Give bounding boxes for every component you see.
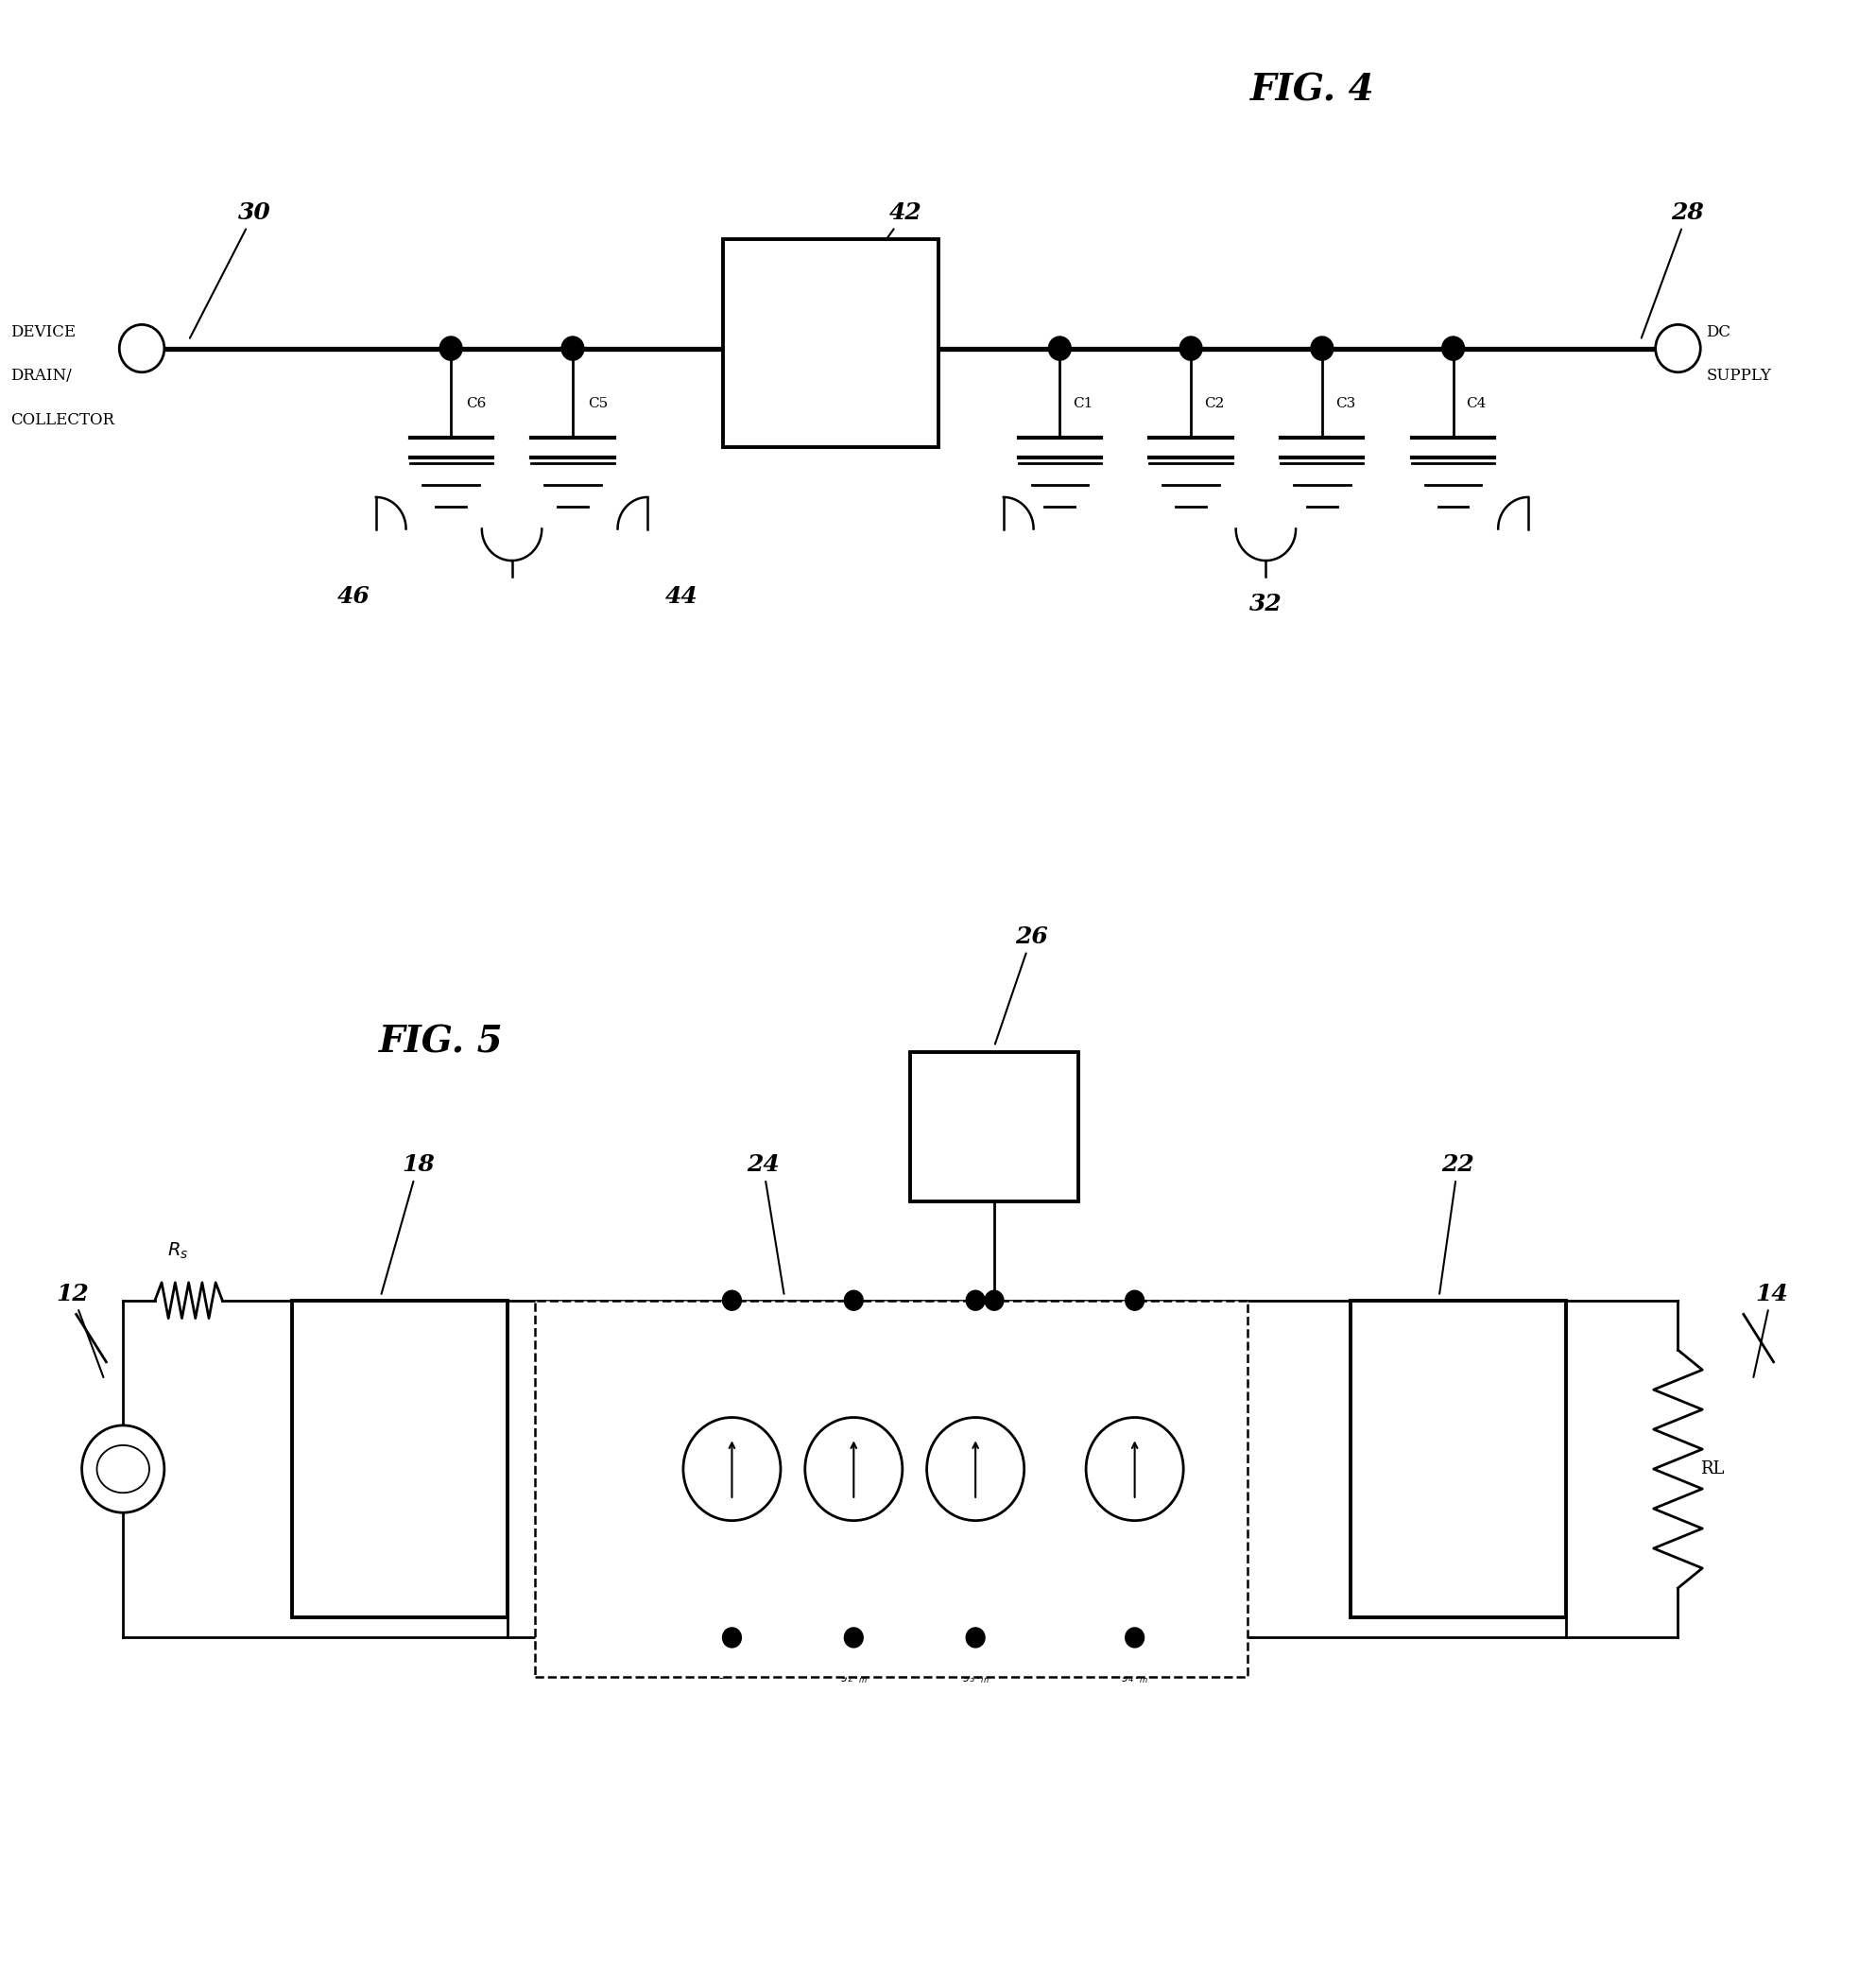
Circle shape: [1049, 336, 1071, 359]
Text: INPUT: INPUT: [371, 1372, 426, 1388]
Circle shape: [1086, 1418, 1184, 1521]
Text: 46: 46: [338, 586, 370, 608]
Text: 28: 28: [1642, 201, 1703, 338]
Text: DC: DC: [1705, 324, 1732, 340]
Text: C6: C6: [465, 397, 486, 411]
Text: 14: 14: [1754, 1283, 1788, 1376]
Circle shape: [1126, 1291, 1144, 1311]
FancyBboxPatch shape: [910, 1053, 1079, 1202]
Circle shape: [1311, 336, 1334, 359]
Text: 12: 12: [56, 1283, 103, 1378]
Circle shape: [985, 1291, 1004, 1311]
Circle shape: [439, 336, 461, 359]
Text: FIG. 5: FIG. 5: [379, 1025, 505, 1061]
Text: C3: C3: [1336, 397, 1354, 411]
Circle shape: [120, 324, 165, 371]
Text: 42: 42: [812, 201, 921, 342]
Text: CIRCUIT: CIRCUIT: [1422, 1531, 1493, 1547]
Text: $R_s$: $R_s$: [167, 1241, 188, 1261]
Text: DRAIN/: DRAIN/: [11, 367, 71, 383]
FancyBboxPatch shape: [1351, 1301, 1566, 1619]
Circle shape: [927, 1418, 1024, 1521]
FancyBboxPatch shape: [722, 240, 938, 447]
FancyBboxPatch shape: [535, 1301, 1248, 1678]
Text: DEVICE: DEVICE: [11, 324, 77, 340]
Text: 18: 18: [381, 1154, 435, 1295]
Text: C2: C2: [1204, 397, 1225, 411]
Text: $g_2v_{in}^2$: $g_2v_{in}^2$: [840, 1668, 867, 1686]
Text: $g_3v_{in}^3$: $g_3v_{in}^3$: [962, 1668, 989, 1686]
Text: RL: RL: [1700, 1460, 1724, 1478]
Text: INDUCTANCE: INDUCTANCE: [786, 391, 874, 403]
Text: BIAS: BIAS: [974, 1092, 1015, 1108]
Circle shape: [1180, 336, 1203, 359]
Text: LINE: LINE: [810, 328, 850, 342]
Text: $g_1v_{in}$: $g_1v_{in}$: [719, 1668, 745, 1680]
Circle shape: [1126, 1629, 1144, 1648]
Circle shape: [844, 1629, 863, 1648]
Text: MATCHING: MATCHING: [1411, 1452, 1506, 1468]
Circle shape: [722, 1291, 741, 1311]
Text: COLLECTOR: COLLECTOR: [11, 411, 114, 427]
Text: MATCHING: MATCHING: [351, 1452, 446, 1468]
Text: C1: C1: [1073, 397, 1094, 411]
Text: 26: 26: [994, 925, 1049, 1045]
Text: 30: 30: [189, 201, 270, 338]
Text: CIRCUIT: CIRCUIT: [959, 1152, 1030, 1168]
FancyBboxPatch shape: [291, 1301, 507, 1619]
Circle shape: [1443, 336, 1465, 359]
Text: C4: C4: [1467, 397, 1486, 411]
Text: FIG. 4: FIG. 4: [1251, 73, 1375, 109]
Text: CIRCUIT: CIRCUIT: [364, 1531, 435, 1547]
Text: Cgs: Cgs: [610, 1609, 638, 1623]
Text: $g_4v_{in}^4$: $g_4v_{in}^4$: [1122, 1668, 1148, 1686]
Text: 44: 44: [664, 586, 698, 608]
Circle shape: [844, 1291, 863, 1311]
Text: C5: C5: [587, 397, 608, 411]
Text: 22: 22: [1439, 1154, 1475, 1293]
Text: FEED: FEED: [809, 278, 852, 292]
Circle shape: [561, 336, 583, 359]
Circle shape: [722, 1629, 741, 1648]
Circle shape: [683, 1418, 780, 1521]
Circle shape: [1655, 324, 1700, 371]
Circle shape: [83, 1426, 165, 1513]
Circle shape: [805, 1418, 902, 1521]
Text: SUPPLY: SUPPLY: [1705, 367, 1771, 383]
Circle shape: [966, 1629, 985, 1648]
Text: 24: 24: [747, 1154, 784, 1293]
Text: 32: 32: [1249, 594, 1283, 616]
Text: OUTPUT: OUTPUT: [1422, 1372, 1493, 1388]
Circle shape: [966, 1291, 985, 1311]
